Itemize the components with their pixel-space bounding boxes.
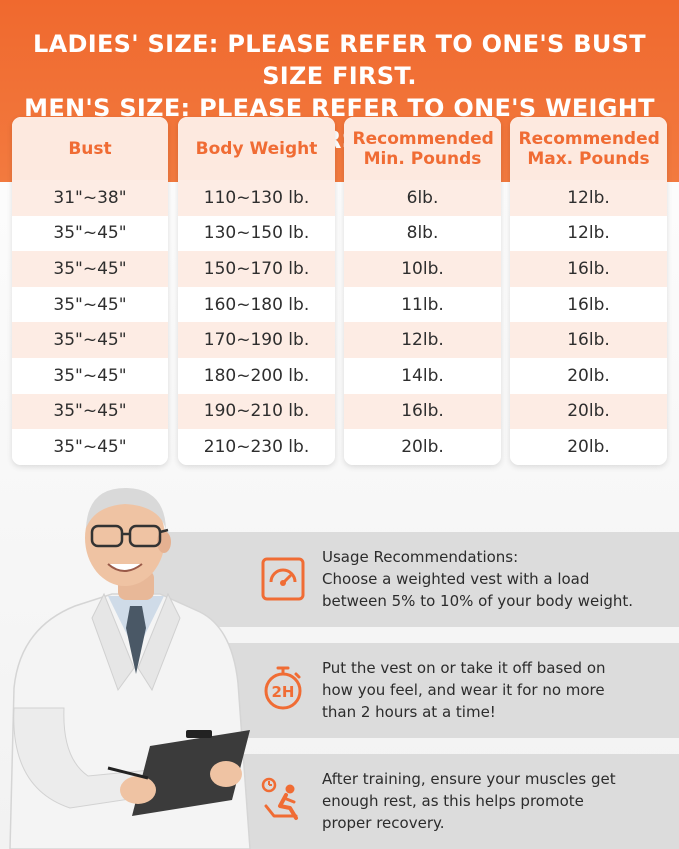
table-cell: 35"~45" (12, 393, 168, 430)
table-cell: 8lb. (344, 215, 501, 252)
tip-line: between 5% to 10% of your body weight. (322, 592, 634, 610)
table-cell: 110~130 lb. (178, 180, 335, 216)
table-cell: 12lb. (510, 215, 667, 252)
column-header-label: Recommended Max. Pounds (518, 128, 660, 169)
table-cell: 16lb. (344, 393, 501, 430)
tip-line: than 2 hours at a time! (322, 703, 496, 721)
tip-line: proper recovery. (322, 814, 445, 832)
headline-line-1: LADIES' SIZE: PLEASE REFER TO ONE'S BUST… (33, 30, 646, 90)
table-cell: 6lb. (344, 180, 501, 216)
column-max-pounds: Recommended Max. Pounds 12lb. 12lb. 16lb… (510, 117, 667, 465)
table-cell: 31"~38" (12, 180, 168, 216)
doctor-illustration (9, 488, 251, 849)
table-cell: 210~230 lb. (178, 429, 335, 465)
tip-line: how you feel, and wear it for no more (322, 681, 605, 699)
table-cell: 14lb. (344, 357, 501, 394)
table-cell: 20lb. (510, 393, 667, 430)
column-min-pounds: Recommended Min. Pounds 6lb. 8lb. 10lb. … (344, 117, 501, 465)
table-cell: 35"~45" (12, 322, 168, 358)
tip-line: enough rest, as this helps promote (322, 792, 584, 810)
tip-line: Usage Recommendations: (322, 548, 519, 566)
column-header-body-weight: Body Weight (178, 117, 335, 180)
table-cell: 35"~45" (12, 429, 168, 465)
tip-line: Choose a weighted vest with a load (322, 570, 590, 588)
table-cell: 20lb. (344, 429, 501, 465)
table-cell: 35"~45" (12, 286, 168, 323)
timer-label: 2H (272, 683, 295, 701)
table-cell: 35"~45" (12, 357, 168, 394)
timer-2h-icon: 2H (264, 666, 302, 710)
table-cell: 12lb. (344, 322, 501, 358)
table-cell: 11lb. (344, 286, 501, 323)
table-cell: 20lb. (510, 357, 667, 394)
table-cell: 35"~45" (12, 215, 168, 252)
table-cell: 20lb. (510, 429, 667, 465)
column-header-label: Recommended Min. Pounds (352, 128, 494, 169)
table-cell: 10lb. (344, 251, 501, 287)
column-header-min-pounds: Recommended Min. Pounds (344, 117, 501, 180)
table-cell: 16lb. (510, 251, 667, 287)
scale-icon (261, 557, 305, 601)
table-cell: 16lb. (510, 322, 667, 358)
column-bust: Bust 31"~38" 35"~45" 35"~45" 35"~45" 35"… (12, 117, 168, 465)
table-cell: 16lb. (510, 286, 667, 323)
rest-icon (261, 777, 298, 820)
column-header-max-pounds: Recommended Max. Pounds (510, 117, 667, 180)
tip-line: After training, ensure your muscles get (322, 770, 616, 788)
table-cell: 150~170 lb. (178, 251, 335, 287)
table-cell: 130~150 lb. (178, 215, 335, 252)
table-cell: 180~200 lb. (178, 357, 335, 394)
column-header-bust: Bust (12, 117, 168, 180)
column-body-weight: Body Weight 110~130 lb. 130~150 lb. 150~… (178, 117, 335, 465)
tip-line: Put the vest on or take it off based on (322, 659, 606, 677)
table-cell: 190~210 lb. (178, 393, 335, 430)
tip-card-usage: Usage Recommendations: Choose a weighted… (148, 532, 679, 627)
table-cell: 170~190 lb. (178, 322, 335, 358)
table-cell: 12lb. (510, 180, 667, 216)
tip-text: After training, ensure your muscles get … (322, 768, 672, 834)
tip-text: Put the vest on or take it off based on … (322, 657, 672, 723)
tip-text: Usage Recommendations: Choose a weighted… (322, 546, 672, 612)
table-cell: 35"~45" (12, 251, 168, 287)
table-cell: 160~180 lb. (178, 286, 335, 323)
